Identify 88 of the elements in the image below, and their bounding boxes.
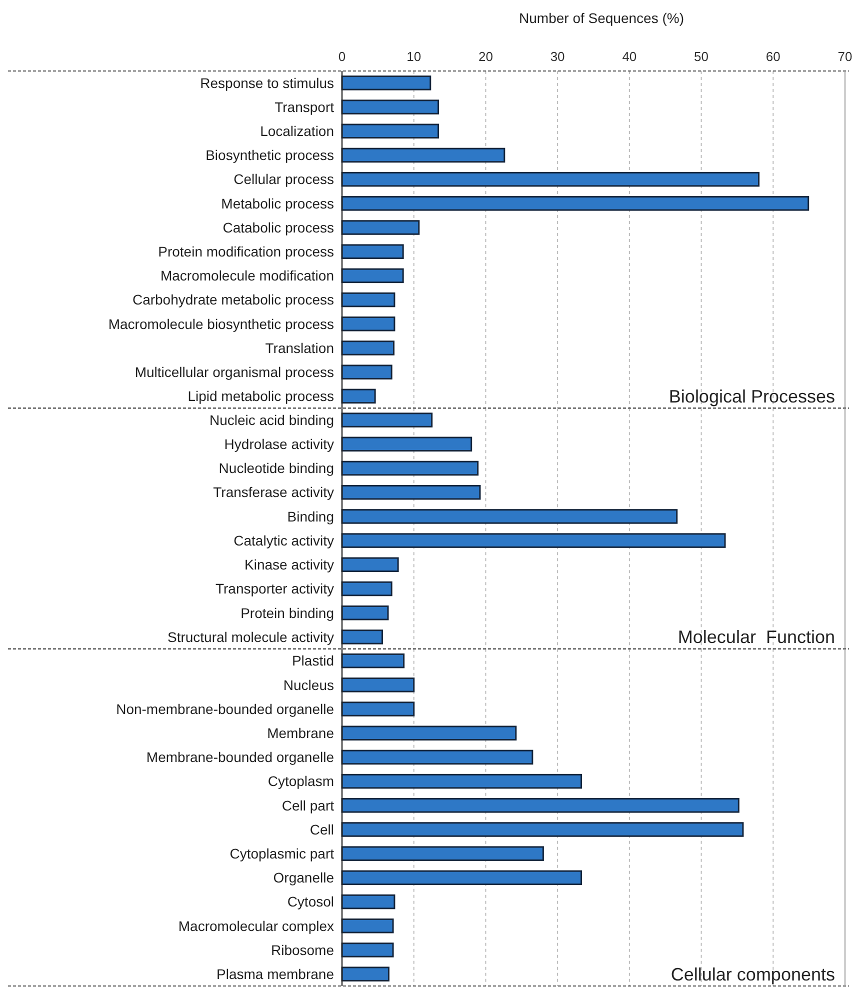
y-tick-label: Hydrolase activity	[224, 436, 334, 452]
bar	[341, 100, 440, 114]
y-tick-label: Plastid	[292, 652, 334, 669]
y-tick-label: Macromolecule modification	[160, 268, 334, 284]
bar	[341, 918, 394, 934]
bar	[341, 678, 415, 692]
x-axis-title: Number of Sequences (%)	[519, 10, 684, 26]
y-tick-label: Metabolic process	[221, 195, 334, 212]
y-tick-label: Catabolic process	[222, 219, 334, 236]
bar	[341, 822, 744, 837]
bar	[341, 605, 389, 620]
bar	[341, 388, 376, 404]
x-tick-label: 10	[406, 49, 422, 64]
bar	[341, 148, 506, 163]
y-tick-label: Response to stimulus	[200, 74, 334, 91]
y-tick-label: Organelle	[273, 870, 334, 886]
y-tick-label: Multicellular organismal process	[134, 364, 334, 380]
x-tick-label: 0	[338, 49, 346, 64]
bar	[341, 196, 810, 211]
y-tick-label: Membrane-bounded organelle	[146, 749, 334, 766]
x-tick-label: 20	[478, 49, 493, 64]
bar	[341, 172, 760, 187]
bar	[341, 846, 544, 861]
y-tick-label: Macromolecular complex	[178, 918, 334, 934]
annotation: Biological Processes	[668, 386, 835, 406]
bar	[341, 124, 440, 138]
y-tick-label: Biosynthetic process	[206, 147, 334, 164]
bar	[341, 316, 396, 332]
y-tick-label: Kinase activity	[244, 556, 334, 573]
bar	[341, 340, 394, 356]
bar	[341, 870, 582, 886]
bar	[341, 484, 481, 500]
y-tick-label: Carbohydrate metabolic process	[132, 292, 334, 308]
y-tick-label: Protein binding	[240, 604, 334, 621]
bar	[341, 798, 740, 813]
y-tick-label: Plasma membrane	[216, 966, 334, 982]
bar	[341, 750, 534, 765]
bar	[341, 942, 394, 958]
y-tick-label: Non-membrane-bounded organelle	[116, 700, 334, 717]
y-tick-label: Macromolecule biosynthetic process	[108, 316, 334, 332]
bar	[341, 76, 432, 90]
bar	[341, 292, 396, 308]
bar	[341, 509, 678, 524]
y-tick-label: Nucleus	[283, 676, 334, 693]
bar	[341, 774, 582, 789]
y-tick-label: Cell part	[282, 797, 334, 814]
y-tick-label: Cytoplasm	[268, 773, 334, 790]
y-tick-label: Protein modification process	[158, 244, 334, 260]
bar	[341, 268, 404, 284]
bar	[341, 966, 390, 982]
y-tick-label: Catalytic activity	[234, 532, 334, 548]
x-tick-label: 40	[622, 49, 637, 64]
bar	[341, 581, 392, 596]
bar	[341, 702, 415, 716]
x-tick-label: 70	[838, 49, 852, 64]
y-tick-label: Structural molecule activity	[167, 628, 334, 645]
y-tick-label: Cytosol	[287, 894, 334, 910]
x-tick-label: 30	[550, 49, 565, 64]
y-tick-label: Ribosome	[270, 942, 334, 958]
bar	[341, 630, 383, 644]
y-tick-label: Membrane	[267, 725, 334, 742]
bar	[341, 894, 396, 910]
bar	[341, 220, 420, 235]
y-tick-label: Localization	[260, 123, 334, 140]
bar	[341, 244, 404, 259]
bar	[341, 533, 726, 548]
y-tick-label: Transport	[274, 98, 334, 115]
y-tick-label: Transferase activity	[213, 484, 334, 500]
bar	[341, 726, 517, 740]
bar	[341, 653, 405, 668]
y-tick-label: Cell	[310, 821, 334, 838]
x-tick-label: 60	[766, 49, 780, 64]
bar	[341, 436, 472, 452]
y-tick-label: Cytoplasmic part	[230, 845, 334, 862]
x-tick-label: 50	[694, 49, 709, 64]
annotation: Molecular Function	[678, 627, 835, 648]
y-tick-label: Translation	[265, 340, 334, 356]
bar	[341, 412, 433, 428]
y-tick-label: Lipid metabolic process	[188, 388, 334, 404]
y-tick-label: Transporter activity	[215, 580, 334, 597]
bar	[341, 557, 399, 572]
y-tick-label: Nucleic acid binding	[209, 412, 334, 428]
y-tick-label: Binding	[287, 508, 334, 524]
y-tick-label: Cellular process	[234, 171, 334, 188]
bar	[341, 364, 392, 380]
annotation: Cellular components	[670, 964, 835, 984]
y-tick-label: Nucleotide binding	[218, 460, 334, 476]
bar	[341, 460, 479, 476]
